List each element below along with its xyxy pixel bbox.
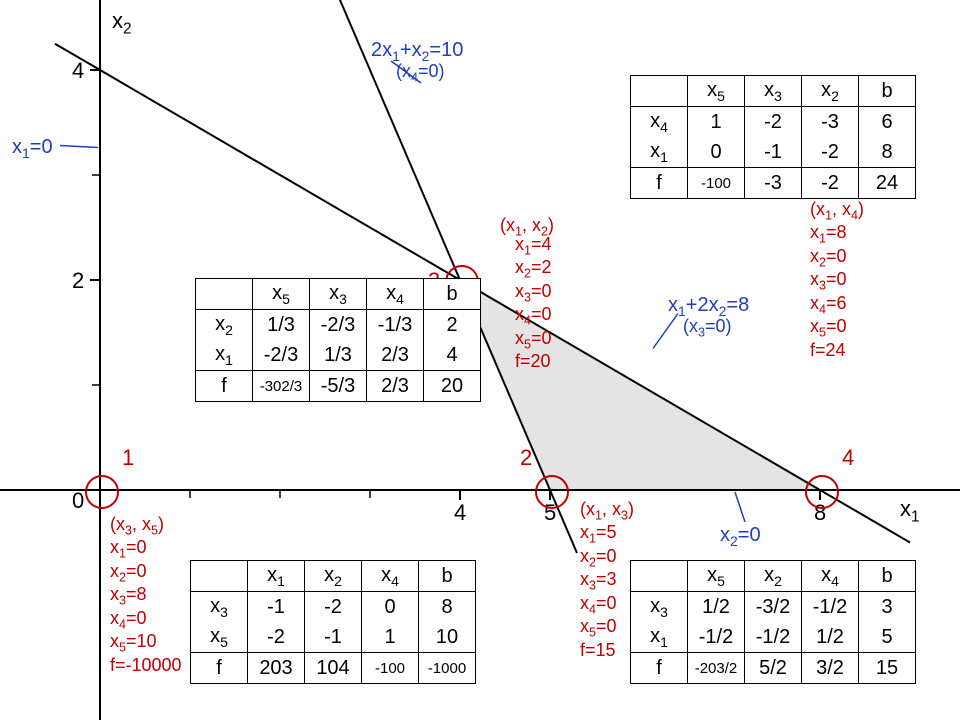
vertex-anno-2: (x1, x3)x1=5x2=0x3=3x4=0x5=0f=15 bbox=[580, 500, 634, 660]
vertex-num-4: 4 bbox=[842, 445, 854, 471]
eq-L4: x1=0 bbox=[12, 136, 53, 161]
vertex-circle bbox=[805, 475, 839, 509]
x-axis-label: x1 bbox=[900, 496, 920, 526]
simplex-table-D: x5x2x4bx31/2-3/2-1/23x1-1/2-1/21/25f-203… bbox=[630, 560, 916, 684]
vertex-anno-3: x1=4x2=2x3=0x4=0x5=0f=20 bbox=[515, 235, 552, 372]
y-axis-label: x2 bbox=[112, 8, 132, 38]
vertex-anno-1: (x3, x5)x1=0x2=0x3=8x4=0x5=10f=-10000 bbox=[110, 515, 182, 675]
vertex-num-1: 1 bbox=[122, 445, 134, 471]
simplex-table-C: x1x2x4bx3-1-208x5-2-1110f203104-100-1000 bbox=[190, 560, 476, 684]
origin-label: 0 bbox=[72, 488, 84, 514]
y-tick-4: 4 bbox=[72, 58, 84, 84]
simplex-table-A: x5x3x2bx41-2-36x10-1-28f-100-3-224 bbox=[630, 75, 916, 199]
eq-L1-aux: (x4=0) bbox=[396, 61, 445, 85]
vertex-anno-4: (x1, x4)x1=8x2=0x3=0x4=6x5=0f=24 bbox=[810, 200, 864, 360]
x-tick-4: 4 bbox=[454, 500, 466, 526]
vertex-circle bbox=[535, 475, 569, 509]
eq-L3: x2=0 bbox=[720, 524, 761, 549]
vertex-circle bbox=[85, 475, 119, 509]
vertex-num-2: 2 bbox=[520, 445, 532, 471]
simplex-table-B: x5x3x4bx21/3-2/3-1/32x1-2/31/32/34f-302/… bbox=[195, 278, 481, 402]
y-tick-2: 2 bbox=[72, 268, 84, 294]
eq-L2-aux: (x3=0) bbox=[683, 316, 732, 340]
